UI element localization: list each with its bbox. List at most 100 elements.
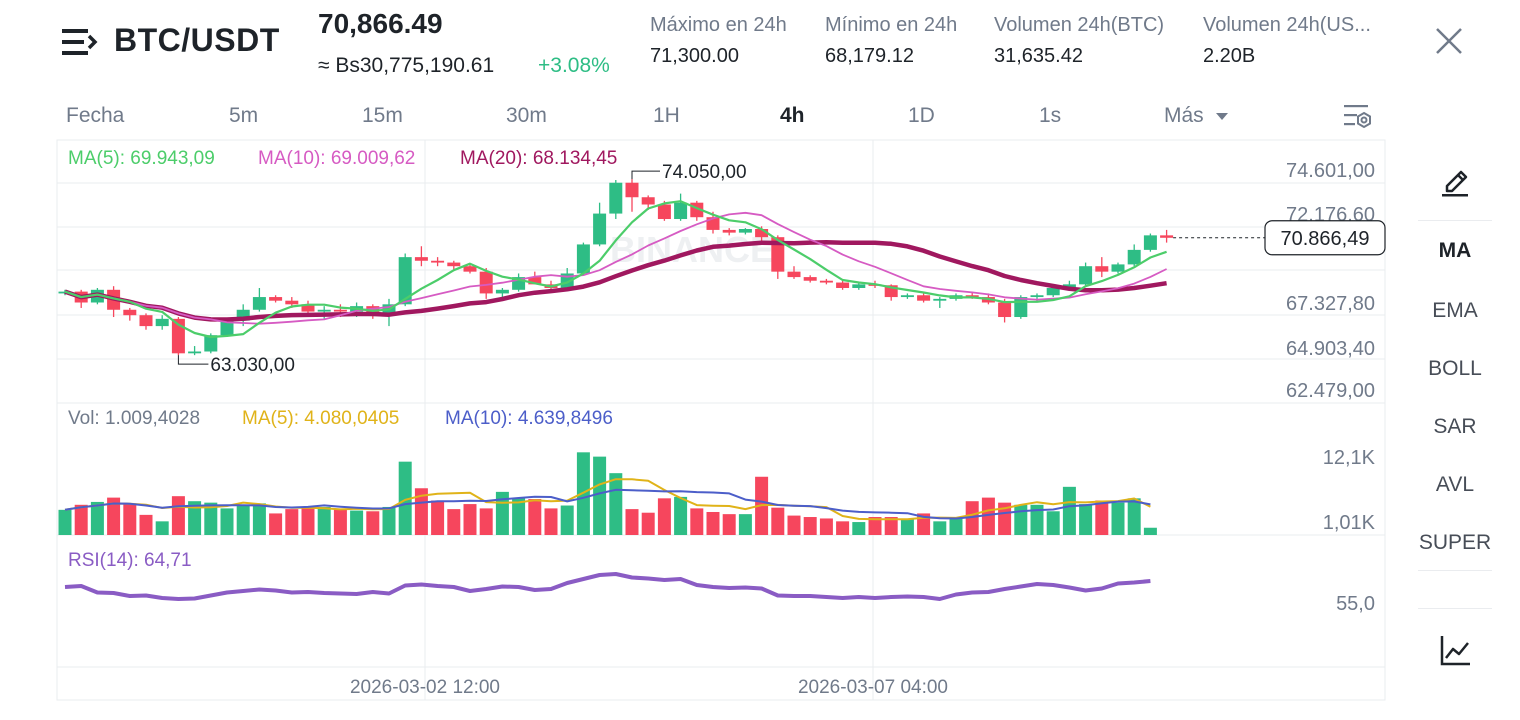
volume-bar: [333, 509, 347, 535]
legend-ma5: MA(5): 69.943,09: [68, 148, 215, 169]
candle-body: [755, 229, 769, 238]
time-axis-label: 2026-03-07 04:00: [798, 677, 948, 698]
low-marker-line: [177, 355, 209, 365]
tool-ema[interactable]: EMA: [1432, 299, 1478, 322]
draw-pencil-icon[interactable]: [1438, 162, 1474, 198]
candle-body: [625, 182, 639, 198]
candle-body: [917, 295, 931, 301]
price-axis-label: 74.601,00: [1286, 160, 1375, 182]
toolbar-divider: [1418, 220, 1492, 221]
high-marker-line: [631, 170, 660, 180]
candle-body: [139, 315, 153, 327]
candle-body: [965, 295, 979, 298]
candle-body: [900, 295, 914, 298]
volume-bar: [690, 508, 704, 535]
tab-1s[interactable]: 1s: [1039, 104, 1062, 127]
candle-body: [495, 289, 509, 294]
toolbar-divider: [1418, 570, 1492, 571]
candle-body: [1079, 266, 1093, 285]
price-axis-label: 62.479,00: [1286, 380, 1375, 402]
candle-body: [414, 257, 428, 261]
candle-body: [1111, 264, 1125, 272]
tab-more-label: Más: [1164, 104, 1204, 127]
volume-bar: [852, 522, 866, 535]
candle-body: [236, 309, 250, 321]
volume-bar: [1046, 511, 1060, 535]
price-change: +3.08%: [538, 54, 610, 77]
candlestick-chart[interactable]: BINANCE74.050,0063.030,0074.601,0072.176…: [0, 0, 1400, 720]
volume-bar: [414, 488, 428, 535]
volume-bar: [204, 502, 218, 535]
candle-body: [836, 282, 850, 288]
candle-body: [1143, 235, 1157, 250]
volume-bar: [738, 514, 752, 535]
volume-bar: [107, 497, 121, 535]
tab-more[interactable]: Más: [1164, 104, 1230, 128]
volume-bar: [1143, 527, 1157, 535]
tab-15m[interactable]: 15m: [362, 104, 403, 127]
volume-bar: [252, 503, 266, 535]
candle-body: [1014, 297, 1028, 318]
candle-body: [285, 300, 299, 305]
candle-body: [398, 257, 412, 305]
candle-body: [1046, 287, 1060, 296]
menu-icon[interactable]: [62, 26, 98, 58]
volume-bar: [593, 456, 607, 535]
volume-bar: [1062, 486, 1076, 535]
volume-bar: [625, 509, 639, 535]
volume-bar: [722, 514, 736, 535]
tab-5m[interactable]: 5m: [229, 104, 259, 127]
tab-1h[interactable]: 1H: [653, 104, 680, 127]
tool-boll[interactable]: BOLL: [1428, 357, 1482, 380]
tab-1d[interactable]: 1D: [908, 104, 935, 127]
tab-fecha[interactable]: Fecha: [66, 104, 125, 127]
volume-bar: [641, 512, 655, 535]
candle-body: [301, 304, 315, 312]
tool-super[interactable]: SUPER: [1418, 531, 1492, 554]
tool-ma[interactable]: MA: [1438, 239, 1472, 262]
volume-bar: [998, 502, 1012, 535]
volume-bar: [803, 517, 817, 535]
tool-sar[interactable]: SAR: [1433, 415, 1477, 438]
ma10-line: [64, 211, 1167, 325]
candle-body: [431, 260, 445, 263]
volume-bar: [884, 517, 898, 535]
volume-bar: [868, 517, 882, 535]
volume-bar: [836, 521, 850, 535]
volume-bar: [463, 504, 477, 535]
candle-body: [220, 320, 234, 336]
volume-bar: [1127, 498, 1141, 535]
tool-avl[interactable]: AVL: [1435, 473, 1475, 496]
indicator-chart-icon[interactable]: [1438, 632, 1474, 668]
volume-bar: [366, 511, 380, 535]
candle-body: [819, 280, 833, 283]
tab-4h[interactable]: 4h: [780, 104, 805, 127]
chart-settings-icon[interactable]: [1342, 100, 1374, 132]
candle-body: [447, 262, 461, 267]
rsi-line: [64, 572, 1151, 601]
legend-vol-ma10: MA(10): 4.639,8496: [445, 408, 613, 429]
candle-body: [333, 309, 347, 312]
tab-30m[interactable]: 30m: [506, 104, 547, 127]
volume-bar: [771, 507, 785, 535]
candle-body: [155, 318, 169, 327]
volume-ma10-line: [64, 488, 1151, 520]
candle-body: [1127, 249, 1141, 265]
candle-body: [674, 202, 688, 220]
volume-bar: [609, 473, 623, 535]
price-axis-label: 67.327,80: [1286, 293, 1375, 315]
volume-bar: [155, 521, 169, 535]
toolbar-divider: [1418, 608, 1492, 609]
volume-axis-label: 12,1K: [1323, 447, 1376, 469]
watermark-logo: BINANCE: [610, 229, 774, 270]
trading-pair[interactable]: BTC/USDT: [114, 22, 280, 58]
volume-bar: [1095, 500, 1109, 535]
legend-ma10: MA(10): 69.009,62: [258, 148, 416, 169]
volume-bar: [819, 518, 833, 535]
candle-body: [1160, 235, 1174, 238]
close-icon[interactable]: [1432, 24, 1466, 58]
volume-bar: [301, 508, 315, 535]
stat-vol-btc-value: 31,635.42: [994, 45, 1083, 67]
volume-bar: [123, 504, 137, 535]
candle-body: [1030, 295, 1044, 298]
